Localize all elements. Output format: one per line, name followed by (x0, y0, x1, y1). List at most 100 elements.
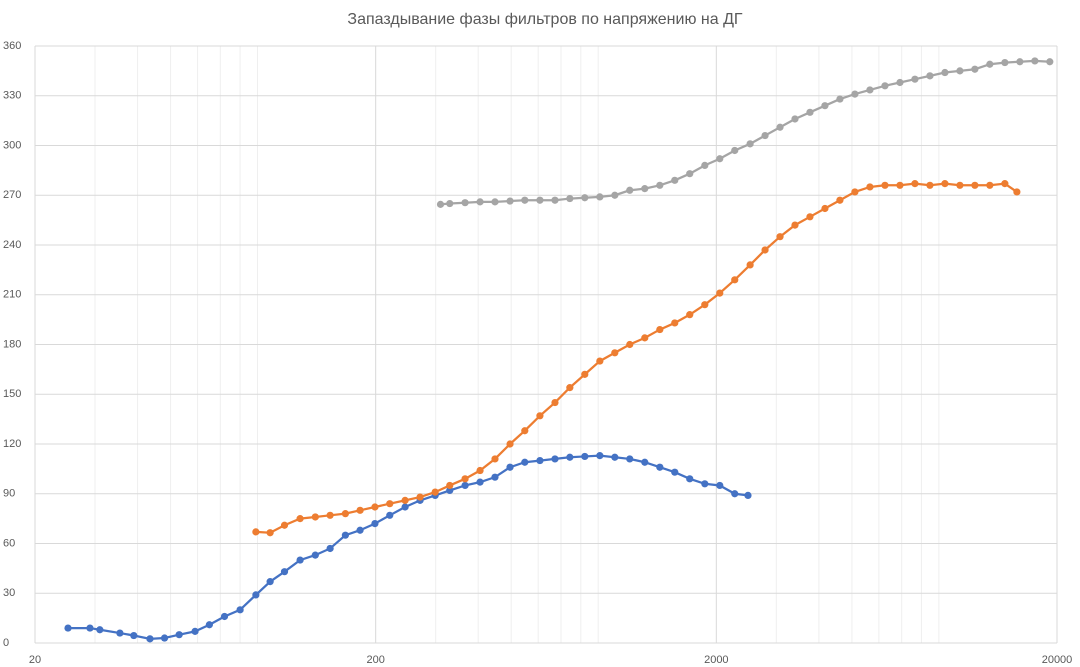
data-point (791, 221, 799, 229)
data-point (371, 520, 379, 528)
data-point (1013, 188, 1021, 196)
data-point (506, 440, 514, 448)
data-point (671, 319, 679, 327)
data-point (744, 491, 752, 500)
data-point (806, 108, 814, 116)
data-point (716, 289, 724, 297)
y-tick-label: 0 (3, 637, 9, 649)
data-point (971, 181, 979, 189)
data-point (1031, 57, 1039, 65)
data-point (986, 60, 994, 68)
data-point (311, 513, 319, 521)
data-point (701, 161, 709, 169)
data-point (461, 475, 469, 483)
data-point (761, 246, 769, 254)
data-point (491, 473, 499, 481)
data-point (506, 463, 514, 471)
data-point (881, 181, 889, 189)
data-point (836, 95, 844, 103)
data-point (611, 453, 619, 461)
data-point (280, 568, 289, 576)
data-point (716, 155, 724, 163)
data-point (911, 180, 919, 188)
data-point (160, 634, 169, 642)
data-point (220, 612, 229, 621)
x-tick-label: 20000 (1042, 654, 1073, 666)
data-point (96, 626, 104, 634)
data-point (506, 197, 514, 205)
data-point (130, 631, 138, 640)
data-point (896, 78, 904, 87)
data-point (596, 357, 604, 365)
data-point (551, 455, 559, 463)
data-point (386, 500, 394, 508)
data-point (791, 115, 799, 123)
series-line (255, 182, 1018, 534)
data-point (581, 194, 589, 202)
data-point (461, 199, 469, 207)
data-point (596, 452, 604, 460)
data-point (566, 453, 574, 461)
data-point (911, 75, 919, 83)
x-tick-label: 200 (366, 654, 384, 666)
data-point (746, 140, 754, 148)
data-point (776, 233, 784, 241)
data-point (656, 181, 664, 189)
data-point (386, 511, 394, 519)
y-tick-label: 240 (3, 239, 21, 251)
data-point (326, 511, 334, 519)
data-point (205, 621, 213, 629)
data-point (686, 475, 694, 483)
data-point (881, 82, 889, 90)
data-point (971, 65, 979, 73)
y-tick-label: 90 (3, 488, 15, 500)
chart-title: Запаздывание фазы фильтров по напряжению… (347, 11, 742, 28)
data-point (701, 480, 709, 488)
data-point (611, 349, 619, 357)
data-point (401, 496, 409, 504)
data-point (536, 196, 544, 204)
data-point (806, 213, 814, 221)
data-point (491, 455, 499, 463)
data-point (746, 261, 754, 269)
data-point (671, 176, 679, 184)
data-point (521, 196, 529, 204)
data-point (236, 606, 244, 614)
data-point (761, 131, 769, 140)
data-point (280, 521, 289, 529)
data-point (656, 463, 664, 471)
y-tick-label: 360 (3, 40, 21, 52)
data-point (431, 488, 439, 496)
data-point (371, 503, 379, 511)
data-point (551, 398, 559, 407)
y-tick-label: 330 (3, 90, 21, 102)
data-point (986, 181, 994, 189)
data-point (776, 123, 784, 131)
data-point (461, 481, 469, 490)
data-point (296, 556, 304, 564)
y-tick-label: 30 (3, 587, 15, 599)
data-point (326, 544, 334, 553)
data-point (941, 180, 949, 188)
data-point (296, 515, 304, 523)
x-tick-label: 20 (29, 654, 41, 666)
data-point (491, 198, 499, 206)
data-point (956, 181, 964, 189)
data-point (175, 631, 183, 639)
data-point (1001, 58, 1009, 67)
data-point (581, 452, 589, 461)
data-point (851, 90, 859, 98)
data-point (656, 325, 664, 334)
data-point (641, 458, 649, 466)
data-point (252, 591, 260, 599)
series-line (68, 454, 749, 640)
data-point (626, 455, 634, 463)
data-point (476, 466, 484, 475)
data-point (311, 551, 319, 559)
data-point (731, 146, 739, 155)
data-point (596, 193, 604, 201)
data-point (641, 334, 649, 342)
y-tick-label: 60 (3, 537, 15, 549)
data-point (446, 199, 454, 208)
data-point (626, 340, 634, 349)
